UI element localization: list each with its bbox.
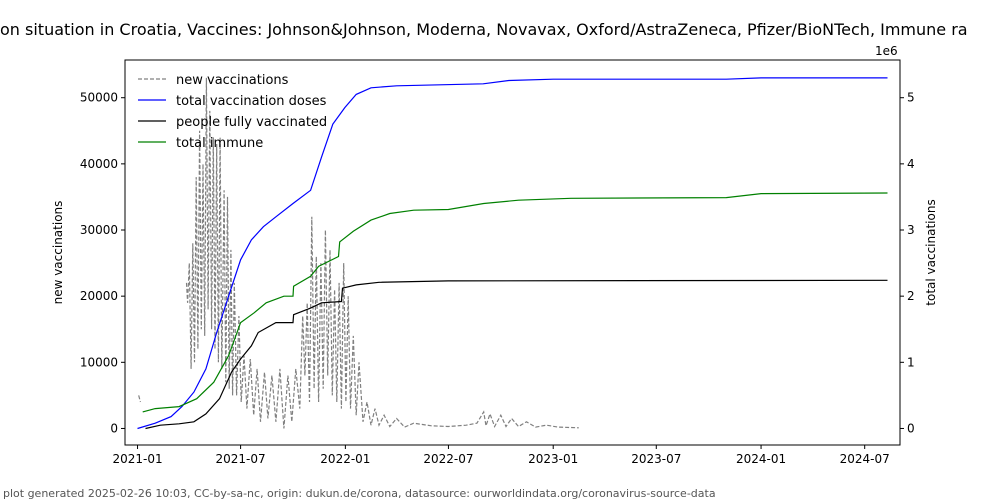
x-tick-label: 2022-01 — [320, 452, 370, 466]
y2-tick-label: 0 — [907, 421, 915, 435]
y-tick-label: 10000 — [80, 355, 118, 369]
y2-offset-label: 1e6 — [875, 44, 898, 58]
legend-label: people fully vaccinated — [176, 115, 327, 130]
y2-axis-label: total vaccinations — [924, 199, 938, 305]
y-tick-label: 0 — [110, 421, 118, 435]
series-line-new-vaccinations — [138, 77, 579, 429]
x-tick-label: 2023-07 — [631, 452, 681, 466]
y2-tick-label: 1 — [907, 355, 915, 369]
y-tick-label: 40000 — [80, 157, 118, 171]
x-tick-label: 2023-01 — [528, 452, 578, 466]
series-line-people-fully-vaccinated — [145, 279, 888, 430]
x-tick-label: 2024-07 — [840, 452, 890, 466]
footer-credit: plot generated 2025-02-26 10:03, CC-by-s… — [3, 487, 716, 500]
x-tick-label: 2022-07 — [423, 452, 473, 466]
legend-label: total vaccination doses — [176, 94, 327, 109]
y-tick-label: 20000 — [80, 289, 118, 303]
y-axis-label: new vaccinations — [51, 201, 65, 305]
legend-label: total immune — [176, 136, 263, 151]
x-tick-label: 2021-01 — [112, 452, 162, 466]
y-tick-label: 50000 — [80, 91, 118, 105]
x-tick-label: 2021-07 — [216, 452, 266, 466]
plot-frame — [124, 59, 901, 446]
series-line-total-vaccination-doses — [137, 77, 888, 430]
y-tick-label: 30000 — [80, 223, 118, 237]
y2-tick-label: 5 — [907, 91, 915, 105]
y2-tick-label: 3 — [907, 223, 915, 237]
y2-tick-label: 4 — [907, 157, 915, 171]
x-tick-label: 2024-01 — [736, 452, 786, 466]
legend-label: new vaccinations — [176, 73, 289, 88]
y2-tick-label: 2 — [907, 289, 915, 303]
chart-title: on situation in Croatia, Vaccines: Johns… — [0, 20, 968, 39]
series-line-total-immune — [142, 192, 888, 413]
